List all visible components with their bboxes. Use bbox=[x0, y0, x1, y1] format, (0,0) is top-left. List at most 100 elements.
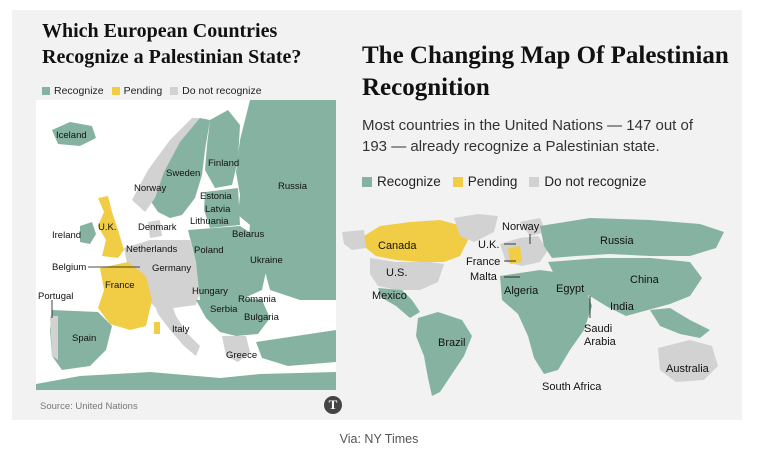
swatch-w-not bbox=[529, 176, 540, 187]
label-w-mexico: Mexico bbox=[372, 290, 407, 302]
alaska-shape bbox=[342, 230, 366, 250]
swatch-w-recognize bbox=[362, 176, 372, 187]
label-w-south-africa: South Africa bbox=[542, 381, 602, 393]
legend-w-not-label: Do not recognize bbox=[544, 174, 647, 189]
europe-w-shape bbox=[500, 236, 548, 266]
swatch-not bbox=[170, 87, 179, 95]
southeast-asia-shape bbox=[650, 308, 710, 338]
label-w-us: U.S. bbox=[386, 267, 407, 279]
label-russia: Russia bbox=[278, 181, 308, 192]
label-w-canada: Canada bbox=[378, 240, 417, 252]
legend-pending-label: Pending bbox=[123, 85, 163, 97]
label-finland: Finland bbox=[208, 158, 239, 169]
greenland-shape bbox=[454, 214, 498, 242]
legend-not: Do not recognize bbox=[170, 85, 262, 97]
source-note: Source: United Nations bbox=[40, 401, 138, 412]
world-map: Norway Canada U.K. Russia France U.S. Ma… bbox=[342, 214, 724, 396]
africa-shape bbox=[500, 270, 592, 374]
legend-w-pending: Pending bbox=[452, 174, 518, 189]
label-serbia: Serbia bbox=[210, 304, 238, 315]
label-w-saudi: Saudi Arabia bbox=[584, 323, 617, 348]
label-italy: Italy bbox=[172, 324, 190, 335]
australia-shape bbox=[658, 340, 718, 382]
iberia-shape bbox=[50, 310, 112, 370]
legend-w-pending-label: Pending bbox=[467, 174, 518, 189]
label-greece: Greece bbox=[226, 350, 257, 361]
swatch-w-pending bbox=[452, 176, 463, 187]
iceland-shape bbox=[52, 122, 96, 146]
label-spain: Spain bbox=[72, 333, 96, 344]
label-ireland: Ireland bbox=[52, 230, 81, 241]
europe-pending-shape bbox=[508, 246, 522, 264]
denmark-shape bbox=[148, 220, 162, 238]
nyt-logo-icon: T bbox=[324, 396, 342, 414]
legend-w-recognize: Recognize bbox=[362, 174, 441, 189]
russia-w-shape bbox=[540, 218, 724, 258]
legend-not-label: Do not recognize bbox=[182, 85, 262, 97]
ireland-shape bbox=[80, 222, 96, 244]
label-w-egypt: Egypt bbox=[556, 283, 584, 295]
right-subtitle: Most countries in the United Nations — 1… bbox=[362, 117, 694, 155]
label-bulgaria: Bulgaria bbox=[244, 312, 280, 323]
portugal-shape bbox=[50, 316, 58, 360]
norway-w-shape bbox=[520, 218, 546, 236]
label-uk: U.K. bbox=[98, 222, 116, 233]
label-poland: Poland bbox=[194, 245, 224, 256]
label-w-brazil: Brazil bbox=[438, 337, 466, 349]
legend-w-not: Do not recognize bbox=[529, 174, 646, 189]
label-latvia: Latvia bbox=[205, 204, 231, 215]
mexico-shape bbox=[378, 288, 420, 318]
legend-w-recognize-label: Recognize bbox=[377, 174, 441, 189]
via-credit: Via: NY Times bbox=[339, 432, 419, 446]
label-belarus: Belarus bbox=[232, 229, 264, 240]
label-norway: Norway bbox=[134, 183, 166, 194]
greece-shape bbox=[222, 336, 250, 362]
turkey-shape bbox=[256, 330, 336, 366]
label-netherlands: Netherlands bbox=[126, 244, 177, 255]
south-america-shape bbox=[416, 312, 472, 396]
balkans-shape bbox=[196, 298, 270, 336]
eastern-europe-shape bbox=[188, 226, 268, 304]
label-estonia: Estonia bbox=[200, 191, 232, 202]
finland-shape bbox=[205, 110, 240, 188]
legend-pending: Pending bbox=[111, 85, 163, 97]
label-portugal: Portugal bbox=[38, 291, 73, 302]
europe-map: Iceland Finland Sweden Norway Russia Est… bbox=[36, 100, 336, 390]
left-legend: Recognize Pending Do not recognize bbox=[42, 85, 270, 97]
label-denmark: Denmark bbox=[138, 222, 177, 233]
north-africa-shape bbox=[36, 372, 336, 390]
label-w-malta: Malta bbox=[470, 271, 498, 283]
asia-shape bbox=[548, 258, 702, 316]
label-w-uk: U.K. bbox=[478, 239, 499, 251]
norway-shape bbox=[132, 118, 200, 212]
label-lithuania: Lithuania bbox=[190, 216, 229, 227]
right-title: The Changing Map Of Palestinian Recognit… bbox=[362, 42, 729, 101]
swatch-pending bbox=[111, 87, 120, 95]
left-title: Which European Countries Recognize a Pal… bbox=[42, 20, 302, 68]
italy-shape bbox=[154, 300, 200, 356]
label-w-france: France bbox=[466, 256, 500, 268]
central-europe-shape bbox=[124, 240, 200, 312]
label-ukraine: Ukraine bbox=[250, 255, 283, 266]
label-w-norway: Norway bbox=[502, 221, 540, 233]
label-romania: Romania bbox=[238, 294, 277, 305]
label-w-algeria: Algeria bbox=[504, 285, 539, 297]
label-w-russia: Russia bbox=[600, 235, 635, 247]
label-w-australia: Australia bbox=[666, 363, 710, 375]
legend-recognize: Recognize bbox=[42, 85, 104, 97]
label-germany: Germany bbox=[152, 263, 191, 274]
uk-shape bbox=[98, 196, 124, 258]
label-sweden: Sweden bbox=[166, 168, 200, 179]
us-shape bbox=[370, 258, 444, 290]
canada-shape bbox=[364, 220, 468, 262]
legend-recognize-label: Recognize bbox=[54, 85, 104, 97]
swatch-recognize bbox=[42, 87, 50, 95]
scandinavia-shape bbox=[150, 118, 210, 218]
label-belgium: Belgium bbox=[52, 262, 86, 273]
label-w-china: China bbox=[630, 274, 660, 286]
label-hungary: Hungary bbox=[192, 286, 228, 297]
label-iceland: Iceland bbox=[56, 130, 87, 141]
right-legend: Recognize Pending Do not recognize bbox=[362, 174, 658, 189]
baltics-shape bbox=[204, 188, 240, 228]
label-w-india: India bbox=[610, 301, 635, 313]
